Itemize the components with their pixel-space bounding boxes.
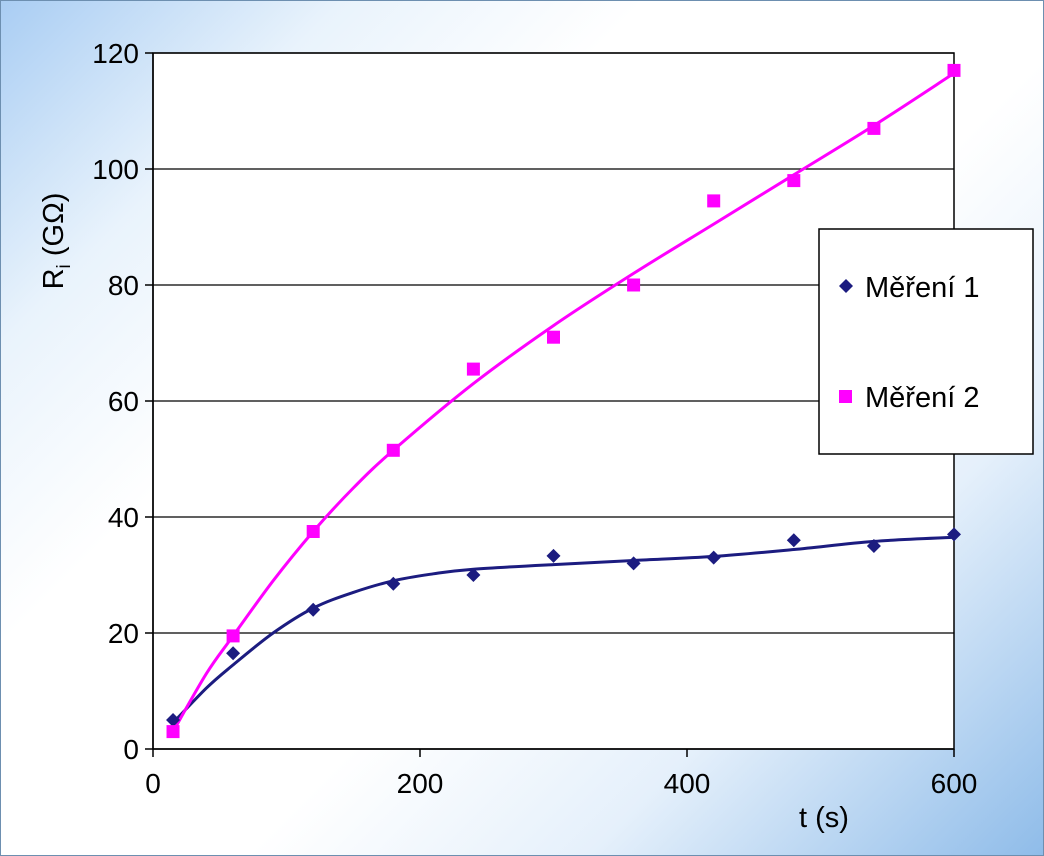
data-point-series-1 (546, 548, 561, 563)
data-point-series-1 (706, 550, 721, 565)
data-point-series-2 (787, 174, 801, 188)
data-point-series-1 (466, 568, 481, 582)
data-point-series-2 (627, 278, 641, 292)
data-point-series-1 (866, 539, 881, 553)
y-tick-label: 40 (108, 502, 139, 533)
data-point-series-1 (947, 527, 961, 542)
y-axis-title-sub: i (54, 264, 75, 268)
legend-box (818, 228, 1034, 455)
data-markers (166, 63, 961, 739)
data-point-series-2 (707, 194, 721, 208)
data-point-series-1 (626, 556, 641, 571)
data-point-series-2 (867, 121, 881, 135)
y-tick-labels: 0 20 40 60 80 100 120 (92, 38, 139, 765)
data-point-series-1 (226, 646, 241, 661)
legend: Měření 1 Měření 2 (818, 228, 1034, 455)
x-tick-labels: 0 200 400 600 (145, 768, 977, 799)
y-axis-title-unit: (GΩ) (38, 193, 70, 265)
x-tick-label: 600 (931, 768, 978, 799)
y-axis-title: Ri (GΩ) (38, 193, 75, 290)
data-point-series-1 (386, 576, 401, 591)
axes (145, 52, 955, 757)
legend-marker-series-2 (839, 390, 852, 403)
data-point-series-2 (166, 725, 180, 739)
data-point-series-2 (226, 629, 240, 643)
data-point-series-2 (466, 362, 480, 376)
data-point-series-2 (947, 63, 961, 77)
data-point-series-1 (306, 602, 321, 617)
y-tick-label: 80 (108, 270, 139, 301)
legend-label-series-1: Měření 1 (865, 272, 979, 304)
legend-label-series-2: Měření 2 (865, 382, 979, 414)
y-tick-label: 0 (123, 734, 139, 765)
y-tick-label: 20 (108, 618, 139, 649)
data-point-series-2 (386, 443, 400, 457)
data-point-series-1 (786, 533, 801, 548)
y-tick-label: 120 (92, 38, 139, 69)
y-axis-title-main: R (38, 268, 70, 289)
grid-lines (153, 52, 954, 634)
data-point-series-1 (166, 713, 181, 727)
data-point-series-2 (547, 330, 560, 344)
x-tick-label: 200 (397, 768, 444, 799)
legend-marker-series-1 (839, 279, 853, 293)
data-point-series-2 (306, 525, 320, 538)
x-axis-title: t (s) (799, 802, 849, 834)
y-tick-label: 100 (92, 154, 139, 185)
x-tick-label: 400 (664, 768, 711, 799)
x-tick-label: 0 (145, 768, 161, 799)
trend-line-series-1 (171, 535, 955, 724)
y-tick-label: 60 (108, 386, 139, 417)
